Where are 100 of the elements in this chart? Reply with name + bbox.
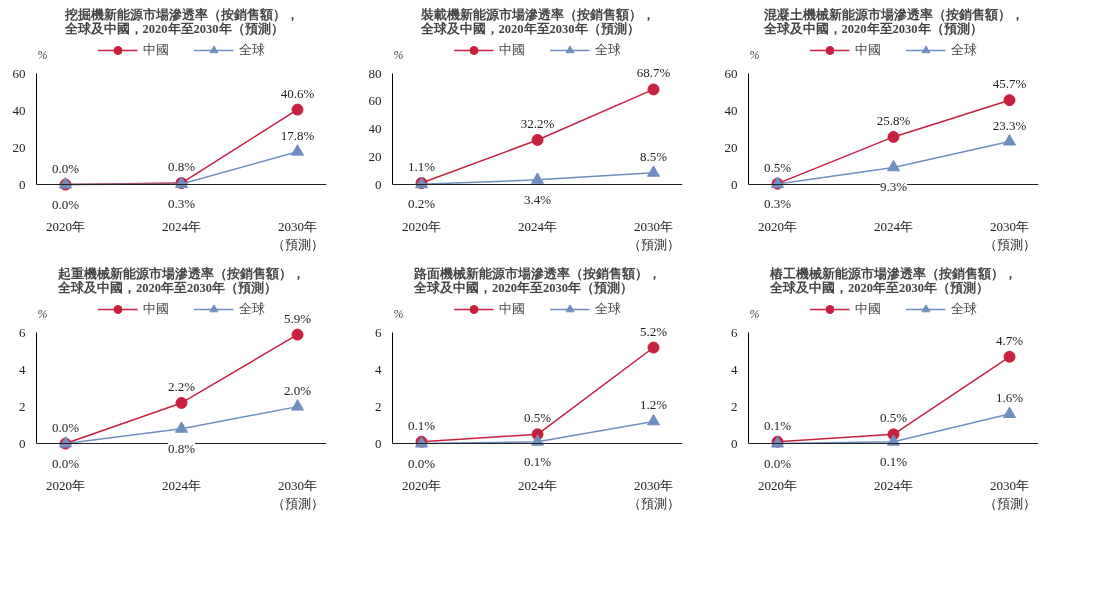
data-label: 0.0% bbox=[407, 455, 436, 471]
x-tick-label: 2030年（預測） bbox=[983, 218, 1036, 252]
legend-label: 中國 bbox=[498, 300, 525, 318]
data-label: 0.1% bbox=[523, 453, 552, 469]
x-tick-label: 2024年 bbox=[162, 218, 201, 234]
data-label: 5.2% bbox=[639, 323, 668, 339]
chart-title: 起重機械新能源市場滲透率（按銷售額），全球及中國，2020年至2030年（預測） bbox=[57, 265, 305, 295]
data-label: 45.7% bbox=[992, 76, 1027, 92]
legend-label: 中國 bbox=[142, 41, 169, 59]
data-label: 5.9% bbox=[283, 310, 312, 326]
data-label: 0.1% bbox=[763, 417, 792, 433]
data-label: 0.0% bbox=[51, 196, 80, 212]
y-axis-title: % bbox=[393, 47, 404, 62]
chart-title: 裝載機新能源市場滲透率（按銷售額），全球及中國，2020年至2030年（預測） bbox=[419, 6, 655, 36]
y-axis-title: % bbox=[749, 306, 760, 321]
x-tick-label: 2020年 bbox=[402, 218, 441, 234]
x-tick-label: 2020年 bbox=[402, 477, 441, 493]
y-axis-title: % bbox=[37, 306, 48, 321]
legend-label: 全球 bbox=[238, 41, 265, 59]
data-label: 0.0% bbox=[51, 419, 80, 435]
y-tick-label: 2 bbox=[375, 398, 382, 414]
y-tick-label: 4 bbox=[375, 361, 382, 377]
point bbox=[175, 421, 188, 433]
data-label: 40.6% bbox=[280, 85, 315, 101]
data-label: 2.2% bbox=[167, 378, 196, 394]
x-tick-label: 2030年（預測） bbox=[627, 218, 680, 252]
data-label: 32.2% bbox=[520, 115, 555, 131]
y-tick-label: 60 bbox=[12, 65, 26, 81]
data-label: 0.5% bbox=[763, 159, 792, 175]
y-tick-label: 2 bbox=[19, 398, 26, 414]
point bbox=[1003, 94, 1016, 107]
legend-label: 全球 bbox=[594, 300, 621, 318]
data-label: 68.7% bbox=[636, 65, 671, 81]
legend-label: 中國 bbox=[142, 300, 169, 318]
data-label: 0.1% bbox=[407, 417, 436, 433]
data-label: 0.8% bbox=[167, 159, 196, 175]
y-tick-label: 20 bbox=[724, 139, 738, 155]
data-label: 25.8% bbox=[876, 112, 911, 128]
data-label: 1.6% bbox=[995, 390, 1024, 406]
chart-title: 路面機械新能源市場滲透率（按銷售額），全球及中國，2020年至2030年（預測） bbox=[413, 265, 661, 295]
data-label: 17.8% bbox=[280, 127, 315, 143]
y-tick-label: 0 bbox=[19, 435, 26, 451]
y-axis-title: % bbox=[749, 47, 760, 62]
y-tick-label: 6 bbox=[19, 324, 26, 340]
data-label: 0.5% bbox=[523, 410, 552, 426]
x-tick-label: 2020年 bbox=[46, 477, 85, 493]
x-tick-label: 2030年（預測） bbox=[271, 477, 324, 511]
point bbox=[887, 130, 900, 143]
legend-label: 全球 bbox=[238, 300, 265, 318]
data-label: 4.7% bbox=[995, 332, 1024, 348]
y-tick-label: 40 bbox=[368, 121, 382, 137]
y-tick-label: 0 bbox=[375, 176, 382, 192]
y-tick-label: 0 bbox=[375, 435, 382, 451]
x-tick-label: 2030年（預測） bbox=[271, 218, 324, 252]
y-axis-title: % bbox=[393, 306, 404, 321]
point bbox=[647, 341, 660, 354]
x-tick-label: 2030年（預測） bbox=[627, 477, 680, 511]
y-tick-label: 80 bbox=[368, 65, 382, 81]
y-tick-label: 20 bbox=[12, 139, 26, 155]
data-label: 0.0% bbox=[763, 455, 792, 471]
y-tick-label: 0 bbox=[731, 176, 738, 192]
point bbox=[291, 144, 304, 156]
legend-label: 全球 bbox=[950, 300, 977, 318]
point bbox=[175, 396, 188, 409]
legend-label: 中國 bbox=[854, 41, 881, 59]
chart-title: 樁工機械新能源市場滲透率（按銷售額），全球及中國，2020年至2030年（預測） bbox=[769, 265, 1017, 295]
x-tick-label: 2020年 bbox=[46, 218, 85, 234]
point bbox=[887, 159, 900, 172]
point bbox=[647, 83, 660, 96]
data-label: 0.3% bbox=[167, 196, 196, 212]
y-tick-label: 0 bbox=[731, 435, 738, 451]
data-label: 0.3% bbox=[763, 196, 792, 212]
point bbox=[531, 133, 544, 146]
y-tick-label: 2 bbox=[731, 398, 738, 414]
y-tick-label: 6 bbox=[731, 324, 738, 340]
data-label: 9.3% bbox=[879, 179, 908, 195]
data-label: 0.2% bbox=[407, 196, 436, 212]
data-label: 1.1% bbox=[407, 159, 436, 175]
y-tick-label: 40 bbox=[12, 102, 26, 118]
legend-label: 中國 bbox=[854, 300, 881, 318]
chart-title: 混凝土機械新能源市場滲透率（按銷售額），全球及中國，2020年至2030年（預測） bbox=[762, 6, 1024, 36]
data-label: 2.0% bbox=[283, 382, 312, 398]
point bbox=[647, 413, 660, 426]
x-tick-label: 2020年 bbox=[758, 477, 797, 493]
point bbox=[647, 165, 660, 177]
point bbox=[291, 103, 304, 116]
data-label: 23.3% bbox=[992, 117, 1027, 133]
y-tick-label: 20 bbox=[368, 148, 382, 164]
data-label: 1.2% bbox=[639, 397, 668, 413]
y-tick-label: 60 bbox=[724, 65, 738, 81]
point bbox=[887, 434, 900, 446]
y-axis-title: % bbox=[37, 47, 48, 62]
legend-label: 全球 bbox=[950, 41, 977, 59]
data-label: 8.5% bbox=[639, 148, 668, 164]
data-label: 0.8% bbox=[167, 440, 196, 456]
y-tick-label: 4 bbox=[19, 361, 26, 377]
y-tick-label: 40 bbox=[724, 102, 738, 118]
point bbox=[1003, 406, 1016, 418]
point bbox=[1003, 134, 1016, 146]
point bbox=[291, 328, 304, 341]
